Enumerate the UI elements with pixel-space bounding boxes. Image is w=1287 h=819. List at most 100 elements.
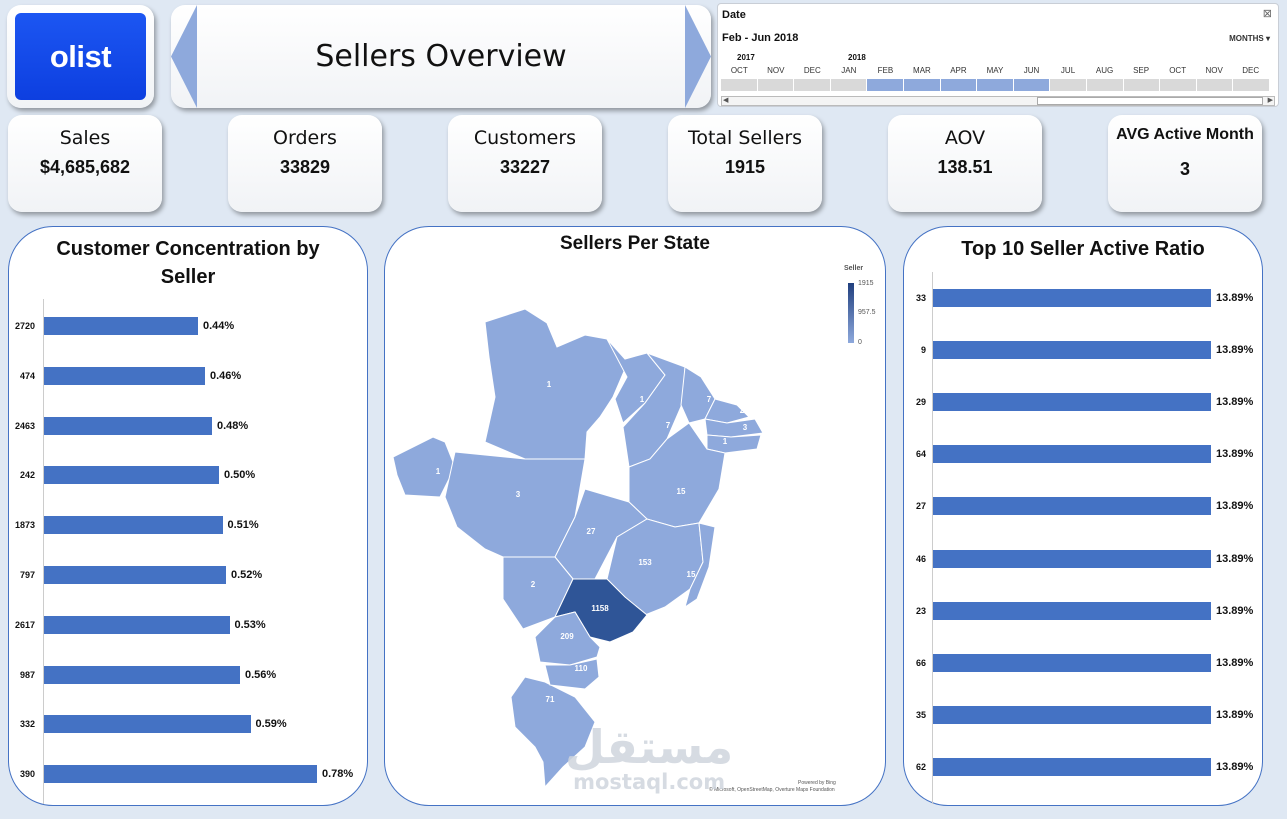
slicer-month-cell[interactable] — [1123, 79, 1160, 91]
time-level-dropdown[interactable]: MONTHS ▾ — [1229, 34, 1270, 43]
bar[interactable] — [44, 366, 205, 385]
legend-tick: 0 — [858, 339, 862, 346]
map-credits: Powered by Bing — [798, 780, 836, 786]
bar-data-label: 13.89% — [1216, 448, 1254, 461]
bar-category-label: 9 — [920, 345, 926, 356]
kpi-value: 138.51 — [937, 157, 993, 177]
slicer-month-cell[interactable] — [1160, 79, 1196, 91]
kpi-total-sellers: Total Sellers 1915 — [668, 115, 822, 212]
slicer-month-cell[interactable] — [1196, 79, 1233, 91]
slicer-month-cell[interactable] — [977, 79, 1013, 91]
slicer-month-cell[interactable] — [757, 79, 794, 91]
slicer-selected-range: Feb - Jun 2018 — [722, 32, 799, 44]
slicer-month-cell[interactable] — [940, 79, 977, 91]
kpi-label: Total Sellers — [687, 127, 803, 149]
bar[interactable] — [44, 665, 240, 684]
bar[interactable] — [933, 705, 1211, 724]
bar-category-label: 2463 — [14, 420, 35, 431]
map-title: Sellers Per State — [560, 233, 710, 254]
state-shape — [684, 522, 716, 609]
slicer-timeline-bar[interactable] — [721, 79, 1269, 91]
bar-category-label: 332 — [19, 719, 35, 730]
bar[interactable] — [933, 393, 1211, 412]
bar-data-label: 0.56% — [245, 668, 277, 681]
active-ratio-title: Top 10 Seller Active Ratio — [961, 238, 1205, 260]
bar-category-label: 2617 — [14, 619, 35, 630]
slicer-month-cell[interactable] — [794, 79, 830, 91]
slicer-month-cell[interactable] — [867, 79, 903, 91]
bar[interactable] — [933, 757, 1211, 776]
bar[interactable] — [933, 653, 1211, 672]
state-seller-count: 110 — [575, 664, 588, 673]
state-seller-count: 1 — [640, 395, 645, 404]
slicer-month-cell[interactable] — [1050, 79, 1086, 91]
bar-data-label: 0.52% — [231, 569, 263, 581]
slicer-scrollbar[interactable]: ◀ ▶ — [721, 96, 1275, 106]
date-timeline-slicer[interactable]: Date ⊠ Feb - Jun 2018 MONTHS ▾ 2017 2018… — [717, 3, 1279, 107]
slicer-month-cell[interactable] — [830, 79, 867, 91]
kpi-label: Customers — [473, 127, 577, 149]
state-seller-count: 27 — [587, 527, 596, 536]
bar-data-label: 0.53% — [234, 618, 266, 631]
bar[interactable] — [44, 466, 219, 485]
bar-category-label: 66 — [915, 657, 926, 668]
bar[interactable] — [933, 549, 1211, 568]
scroll-thumb[interactable] — [1037, 97, 1263, 105]
olist-logo: olist — [15, 13, 146, 100]
bar-data-label: 0.59% — [255, 718, 287, 731]
bar[interactable] — [44, 516, 223, 535]
bar[interactable] — [933, 341, 1211, 360]
slicer-month-label: JAN — [841, 66, 857, 75]
concentration-bar-chart: 2720 0.44% 474 0.46% 2463 0.48% 242 0.50% 1873 0.… — [9, 317, 369, 787]
kpi-label: Orders — [273, 127, 337, 149]
slicer-month-label: NOV — [767, 66, 785, 75]
bar[interactable] — [44, 715, 251, 734]
slicer-month-cell[interactable] — [1233, 79, 1269, 91]
bar[interactable] — [933, 289, 1211, 307]
watermark-arabic: مستقل — [565, 720, 734, 774]
state-shape-pr — [534, 611, 601, 666]
state-seller-count: 153 — [638, 558, 652, 567]
nav-right-arrow-icon[interactable] — [685, 5, 711, 108]
scroll-left-icon[interactable]: ◀ — [723, 97, 729, 104]
bar-data-label: 13.89% — [1216, 656, 1254, 669]
bar[interactable] — [44, 317, 198, 335]
logo-card: olist — [7, 5, 154, 108]
bar[interactable] — [933, 445, 1211, 464]
slicer-month-cell[interactable] — [903, 79, 940, 91]
bar[interactable] — [44, 416, 212, 435]
kpi-value: $4,685,682 — [39, 157, 131, 177]
kpi-value: 3 — [1179, 159, 1190, 179]
bar[interactable] — [44, 615, 230, 634]
clear-filter-icon[interactable]: ⊠ — [1262, 8, 1272, 20]
slicer-month-cell[interactable] — [1013, 79, 1050, 91]
watermark-latin: mostaql.com — [573, 770, 726, 794]
slicer-month-cell[interactable] — [1086, 79, 1123, 91]
bar-category-label: 2720 — [14, 321, 35, 331]
bar-data-label: 0.78% — [322, 768, 354, 781]
kpi-value: 33227 — [499, 157, 551, 177]
state-shape — [704, 398, 750, 424]
bar-data-label: 0.46% — [210, 369, 242, 382]
map-legend-title: Seller — [844, 265, 864, 272]
state-seller-count: 1 — [547, 380, 552, 389]
bar[interactable] — [44, 566, 226, 584]
bar[interactable] — [933, 601, 1211, 620]
state-seller-count: 71 — [546, 695, 555, 704]
bar[interactable] — [44, 765, 317, 784]
bar-data-label: 0.50% — [224, 469, 256, 482]
slicer-months: OCT NOV DEC JAN FEB MAR APR MAY JUN JUL AUG SEP OCT N… — [721, 66, 1269, 75]
state-seller-count: 3 — [516, 490, 521, 499]
nav-left-arrow-icon[interactable] — [171, 5, 197, 108]
kpi-orders: Orders 33829 — [228, 115, 382, 212]
slicer-month-label: FEB — [877, 66, 894, 75]
y-axis-line — [43, 299, 44, 804]
bar-category-label: 474 — [19, 370, 35, 381]
bar[interactable] — [933, 497, 1211, 516]
scroll-right-icon[interactable]: ▶ — [1267, 97, 1273, 104]
bar-category-label: 390 — [19, 769, 35, 780]
slicer-header: Date — [722, 9, 746, 21]
slicer-month-label: MAR — [913, 66, 931, 75]
slicer-month-cell[interactable] — [721, 79, 757, 91]
bar-category-label: 1873 — [14, 520, 35, 531]
